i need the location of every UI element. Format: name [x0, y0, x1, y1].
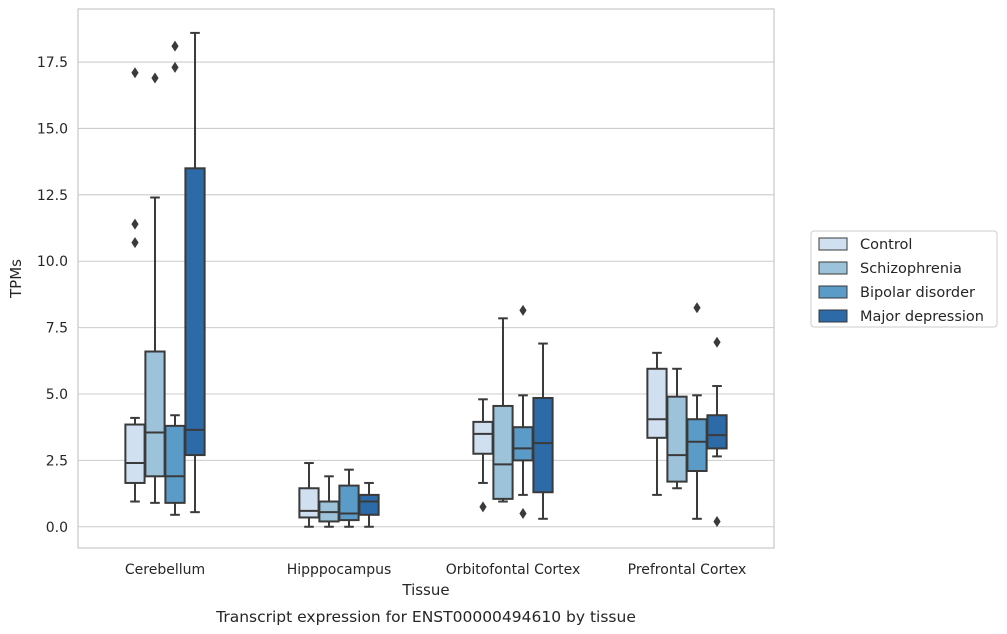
legend-swatch	[818, 237, 848, 251]
outlier-point	[131, 67, 139, 79]
outlier-point	[519, 507, 527, 519]
box-iqr	[338, 484, 360, 522]
legend-swatch	[818, 285, 848, 299]
box	[492, 317, 514, 503]
chart-caption: Transcript expression for ENST0000049461…	[215, 608, 636, 626]
y-axis-label: TPMs	[7, 259, 25, 299]
box-iqr	[706, 414, 728, 450]
plot-area-frame	[77, 8, 775, 549]
y-tick-label: 15.0	[37, 121, 68, 137]
box-iqr	[164, 424, 186, 504]
box-iqr	[492, 404, 514, 500]
y-tick-label: 12.5	[37, 188, 68, 204]
outlier-point	[693, 302, 701, 314]
box	[646, 351, 668, 496]
box	[706, 336, 728, 527]
box-iqr	[298, 487, 320, 519]
box	[164, 40, 186, 516]
legend-swatch	[818, 309, 848, 323]
box-iqr	[124, 423, 146, 484]
tick-labels: 0.0 2.5 5.0 7.5 10.0 12.5 15.0 17.5 Cerebellum Hi…	[37, 55, 747, 578]
x-tick-label: Cerebellum	[125, 562, 205, 578]
x-tick-label: Prefrontal Cortex	[628, 562, 747, 578]
box-iqr	[512, 426, 534, 462]
box	[532, 342, 554, 520]
box	[124, 67, 146, 503]
x-tick-label: Orbitofontal Cortex	[446, 562, 581, 578]
outlier-point	[479, 501, 487, 513]
box	[338, 468, 360, 528]
outlier-point	[519, 304, 527, 316]
y-tick-label: 2.5	[46, 453, 68, 469]
outlier-point	[131, 237, 139, 249]
legend: Control Schizophrenia Bipolar disorder Majo…	[810, 230, 998, 328]
x-axis-label: Tissue	[401, 581, 449, 599]
legend-label: Schizophrenia	[860, 261, 962, 277]
legend-label: Control	[860, 237, 912, 253]
outlier-point	[131, 218, 139, 230]
legend-swatch	[818, 261, 848, 275]
y-tick-label: 5.0	[46, 387, 68, 403]
box-iqr	[666, 395, 688, 483]
box	[144, 72, 166, 504]
box-iqr	[472, 420, 494, 455]
y-tick-label: 17.5	[37, 55, 68, 71]
outlier-point	[151, 72, 159, 84]
outlier-point	[171, 40, 179, 52]
box-iqr	[144, 350, 166, 478]
outlier-point	[713, 336, 721, 348]
box	[318, 475, 340, 528]
box	[358, 481, 380, 528]
box	[298, 462, 320, 528]
x-tick-label: Hipppocampus	[287, 562, 392, 578]
box-iqr	[532, 396, 554, 494]
box-iqr	[358, 493, 380, 516]
box	[184, 31, 206, 514]
box-layer	[124, 31, 728, 528]
outlier-point	[171, 61, 179, 73]
box	[512, 304, 534, 519]
legend-frame	[810, 230, 998, 328]
outlier-point	[713, 515, 721, 527]
legend-label: Major depression	[860, 309, 984, 325]
box-iqr	[686, 418, 708, 473]
box-iqr	[184, 167, 206, 457]
box	[472, 398, 494, 513]
y-tick-label: 7.5	[46, 321, 68, 337]
legend-label: Bipolar disorder	[860, 285, 975, 301]
box-iqr	[646, 367, 668, 439]
y-tick-label: 10.0	[37, 254, 68, 270]
y-tick-label: 0.0	[46, 520, 68, 536]
